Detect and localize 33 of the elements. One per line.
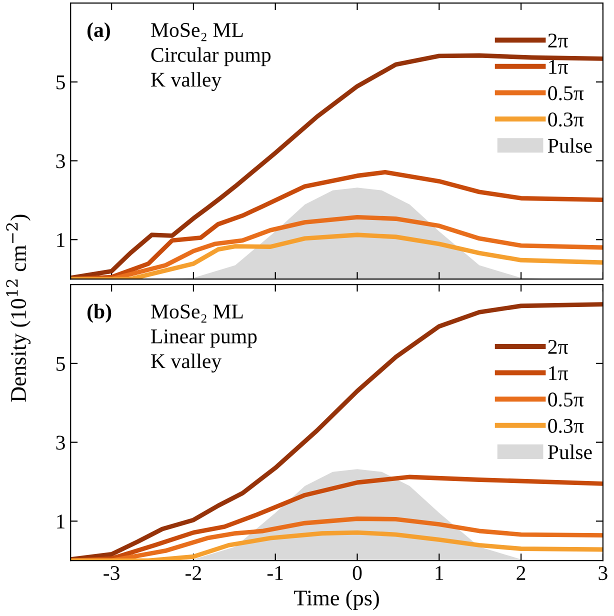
- legend-label: 0.3π: [548, 112, 584, 127]
- legend-label: 0.5π: [548, 392, 584, 407]
- x-tick-label: 0: [352, 566, 362, 580]
- annotation: Linear pump: [151, 329, 257, 348]
- annotation: MoSe₂ ML: [151, 23, 243, 42]
- legend-label: 2π: [548, 34, 568, 48]
- y-tick-label: 5: [56, 76, 65, 90]
- annotation: (a): [87, 22, 110, 42]
- legend-label: Pulse: [548, 444, 592, 460]
- x-tick-label: -3: [104, 566, 120, 580]
- legend-label: 0.5π: [548, 86, 584, 100]
- y-tick-label: 1: [57, 233, 64, 247]
- y-tick-label: 3: [56, 436, 65, 450]
- legend-label: 1π: [549, 366, 568, 380]
- x-tick-label: -2: [186, 566, 201, 580]
- legend-label: Pulse: [548, 138, 592, 153]
- x-tick-label: 1: [436, 566, 444, 580]
- y-axis-title: Density (10$^{12}$ cm$^{−2}$): [6, 214, 31, 402]
- x-tick-label: 2: [516, 566, 526, 580]
- annotation: (b): [87, 304, 112, 323]
- y-tick-label: 1: [57, 514, 64, 528]
- legend-label: 1π: [549, 60, 568, 74]
- legend-label: 2π: [548, 340, 568, 354]
- annotation: MoSe₂ ML: [151, 304, 243, 323]
- annotation: Circular pump: [151, 47, 271, 66]
- legend-label: 0.3π: [548, 418, 584, 433]
- annotation: K valley: [151, 72, 222, 92]
- y-tick-label: 3: [56, 154, 65, 168]
- y-tick-label: 5: [56, 357, 65, 371]
- x-axis-title: Time (ps): [294, 590, 379, 610]
- annotation: K valley: [151, 354, 222, 373]
- x-tick-label: 3: [598, 566, 608, 580]
- x-tick-label: -1: [267, 566, 283, 580]
